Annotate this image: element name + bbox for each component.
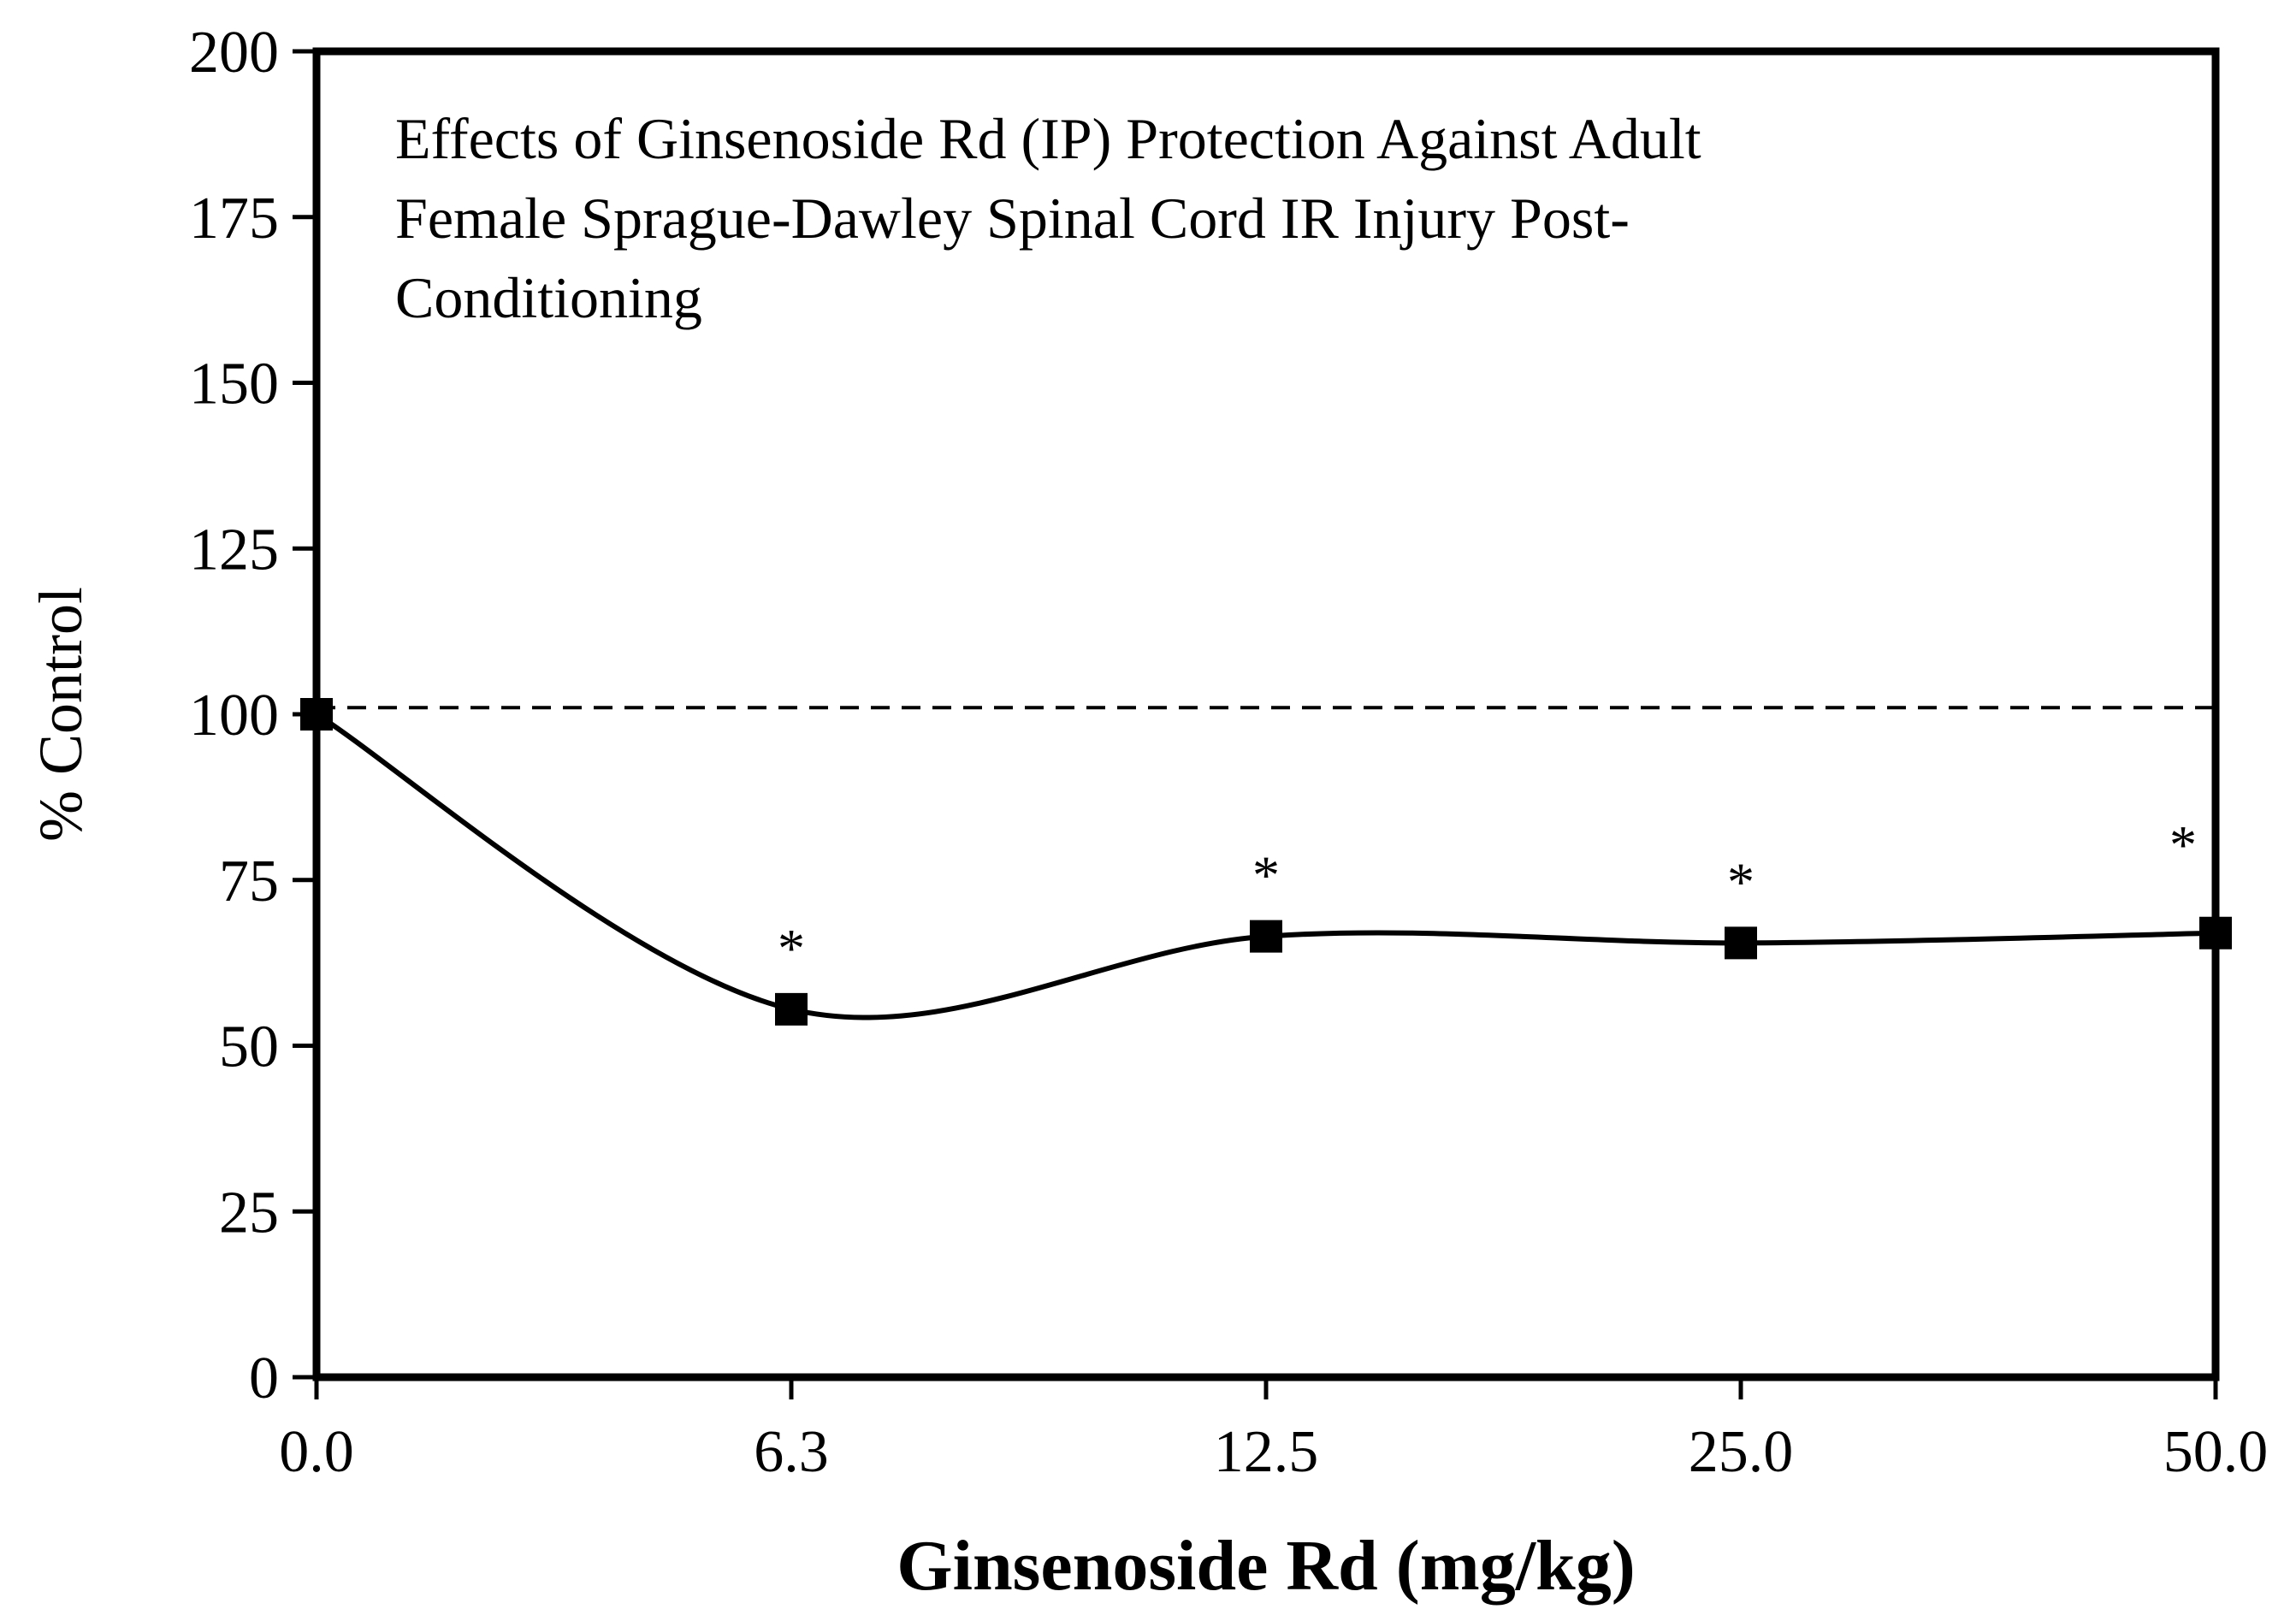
data-point-6.3 bbox=[775, 992, 808, 1026]
y-tick-label-125: 125 bbox=[189, 517, 279, 583]
x-axis: 0.0 6.3 12.5 25.0 50.0 bbox=[279, 1377, 2268, 1485]
significance-star-6.3: * bbox=[778, 918, 805, 979]
y-tick-label-175: 175 bbox=[189, 186, 279, 251]
x-tick-label-0.0: 0.0 bbox=[279, 1419, 354, 1485]
series-markers bbox=[300, 698, 2232, 1026]
significance-star-50.0: * bbox=[2169, 814, 2197, 875]
plot-area bbox=[312, 47, 2220, 1381]
x-tick-label-12.5: 12.5 bbox=[1214, 1419, 1319, 1485]
y-tick-label-25: 25 bbox=[219, 1180, 279, 1245]
y-tick-label-0: 0 bbox=[249, 1346, 279, 1411]
data-point-12.5 bbox=[1250, 920, 1282, 953]
x-tick-label-6.3: 6.3 bbox=[754, 1419, 829, 1485]
y-axis: 0 25 50 75 100 125 150 175 200 bbox=[189, 20, 317, 1411]
significance-star-25.0: * bbox=[1727, 851, 1755, 912]
chart-title-line-3: Conditioning bbox=[395, 265, 702, 330]
y-tick-label-200: 200 bbox=[189, 20, 279, 86]
significance-markers: * * * * bbox=[778, 814, 2197, 979]
y-tick-label-100: 100 bbox=[189, 683, 279, 748]
chart-title-line-1: Effects of Ginsenoside Rd (IP) Protectio… bbox=[395, 106, 1701, 171]
data-point-25.0 bbox=[1725, 926, 1757, 960]
y-axis-title: % Control bbox=[27, 587, 95, 842]
x-axis-title: Ginsenoside Rd (mg/kg) bbox=[897, 1526, 1635, 1606]
data-point-50.0 bbox=[2199, 916, 2232, 949]
chart-title-line-2: Female Sprague-Dawley Spinal Cord IR Inj… bbox=[395, 186, 1630, 251]
x-tick-label-50.0: 50.0 bbox=[2163, 1419, 2269, 1485]
significance-star-12.5: * bbox=[1252, 845, 1280, 906]
y-tick-label-75: 75 bbox=[219, 849, 279, 914]
data-point-0.0 bbox=[300, 698, 333, 731]
x-tick-label-25.0: 25.0 bbox=[1689, 1419, 1794, 1485]
y-tick-label-150: 150 bbox=[189, 352, 279, 417]
y-tick-label-50: 50 bbox=[219, 1015, 279, 1080]
